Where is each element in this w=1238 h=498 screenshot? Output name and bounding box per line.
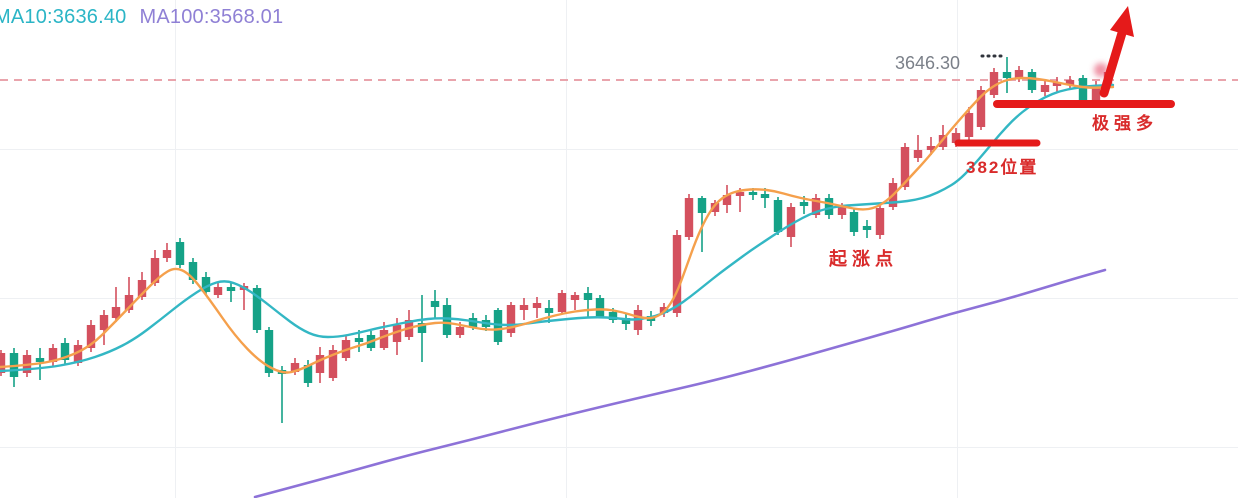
candle [672,230,682,317]
candle [621,314,631,330]
candle [760,188,770,208]
annotation-strong-bull: 极强多 [1092,114,1158,133]
candle [913,135,923,162]
candle [519,298,529,320]
candle [710,200,720,216]
candle [303,360,313,387]
candle [875,204,885,239]
ma10-label: MA10:3636.40 [0,6,127,28]
candle [773,197,783,235]
candle [1027,69,1037,93]
candle [697,196,707,252]
candle [1052,77,1062,92]
ma100-label: MA100:3568.01 [139,6,284,28]
candle [824,194,834,219]
candle [48,344,58,366]
ma100-line [253,268,1107,498]
candle [201,272,211,295]
candle [849,208,859,236]
candle [1065,76,1075,90]
ma-fast-line [0,76,1115,374]
candle [430,290,440,318]
indicator-legend: MA10:3636.40 MA100:3568.01 [0,6,283,29]
candle [99,310,109,345]
candle [493,308,503,345]
candle [175,238,185,268]
candle [86,320,96,352]
candle [684,194,694,240]
candle [722,185,732,213]
candles [0,57,1113,423]
candle [328,345,338,381]
candle [315,347,325,383]
last-price-label: 3646.30 [895,53,961,73]
candle [544,300,554,323]
candle [964,107,974,140]
candle [1078,75,1088,104]
candle [989,68,999,98]
candle [404,310,414,340]
candle [9,348,19,387]
candle [1040,80,1050,96]
candle [213,282,223,298]
candle [162,243,172,262]
candle [557,290,567,313]
annotation-rise-start: 起涨点 [829,249,898,269]
candle [264,327,274,377]
ma10-line [0,83,1115,373]
candle [277,366,287,423]
candle [583,287,593,317]
candle [595,295,605,318]
arrow-glow [1094,63,1108,77]
candle [532,297,542,318]
candle [570,292,580,310]
candle [226,282,236,302]
candle [976,86,986,130]
candle [506,302,516,337]
candle [111,287,121,322]
candle [1014,66,1024,82]
drawn-up-arrow[interactable] [1099,6,1134,98]
candle [417,295,427,362]
candle [811,194,821,218]
candle [862,220,872,238]
candle [60,338,70,364]
candle [1002,57,1012,93]
candle [252,285,262,333]
annotation-382-level: 382位置 [966,158,1039,177]
